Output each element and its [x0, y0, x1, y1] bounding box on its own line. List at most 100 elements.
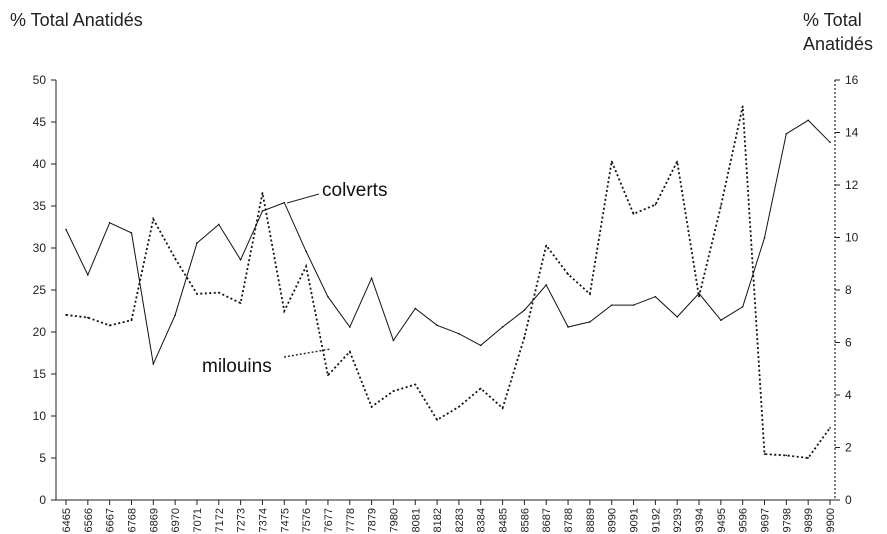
x-tick-label: 6667 [105, 508, 117, 532]
data-point-colverts [654, 295, 657, 298]
y-tick-label-left: 5 [39, 451, 46, 465]
data-point-colverts [829, 141, 831, 143]
x-tick-label: 6970 [170, 508, 182, 532]
data-point-colverts [261, 210, 264, 212]
data-point-colverts [436, 324, 438, 327]
data-point-milouins [589, 293, 591, 295]
x-tick-label: 9091 [629, 508, 641, 532]
data-point-colverts [763, 237, 766, 239]
x-tick-label: 8485 [498, 508, 510, 532]
y-tick-label-left: 25 [33, 283, 47, 297]
x-tick-label: 7273 [236, 508, 248, 532]
data-point-milouins [523, 336, 526, 339]
data-point-colverts [65, 228, 67, 231]
data-point-colverts [807, 119, 809, 122]
data-point-milouins [829, 427, 831, 429]
data-point-colverts [589, 321, 591, 323]
data-point-colverts [87, 274, 89, 276]
x-tick-label: 7879 [367, 508, 379, 532]
x-tick-label: 8586 [519, 508, 531, 532]
data-point-milouins [567, 273, 569, 276]
x-tick-label: 8687 [541, 508, 553, 532]
data-point-colverts [218, 223, 220, 226]
x-tick-label: 8283 [454, 508, 466, 532]
data-point-milouins [283, 310, 286, 312]
y-tick-label-left: 45 [33, 115, 47, 129]
data-point-colverts [327, 295, 329, 298]
data-point-colverts [458, 332, 460, 335]
colverts-leader-line [286, 193, 320, 204]
x-tick-label: 7677 [323, 508, 335, 532]
data-point-colverts [785, 132, 788, 135]
data-point-milouins [152, 218, 155, 220]
data-point-colverts [545, 284, 548, 286]
data-point-colverts [196, 242, 198, 244]
data-point-milouins [479, 387, 482, 390]
x-tick-label: 6869 [148, 508, 160, 532]
x-tick-label: 7374 [257, 508, 269, 532]
y-tick-label-left: 35 [33, 199, 47, 213]
data-point-milouins [65, 314, 67, 316]
data-point-milouins [741, 105, 744, 108]
y-tick-label-right: 2 [845, 441, 852, 455]
data-point-colverts [174, 314, 176, 317]
series-line-milouins [65, 106, 831, 459]
data-point-colverts [567, 326, 569, 328]
annotation-colverts: colverts [322, 180, 387, 201]
y-tick-label-right: 12 [845, 178, 859, 192]
y-tick-label-right: 14 [845, 126, 859, 140]
y-axis-label-left: % Total Anatidés [10, 8, 143, 32]
data-point-milouins [458, 406, 460, 408]
data-point-colverts [152, 363, 155, 365]
y-tick-label-left: 15 [33, 367, 47, 381]
x-tick-label: 9192 [650, 508, 662, 532]
y-tick-label-left: 50 [33, 73, 47, 87]
data-point-colverts [610, 304, 613, 306]
data-point-colverts [348, 326, 351, 328]
y-tick-label-right: 0 [845, 493, 852, 507]
x-tick-label: 9697 [760, 508, 772, 532]
x-tick-label: 8990 [607, 508, 619, 532]
data-point-colverts [479, 344, 482, 347]
axes: 0 5 10 15 20 25 30 35 40 45 50 0 2 4 6 8 10 12 14 16 6465 656… [33, 73, 859, 532]
data-point-milouins [108, 324, 111, 327]
x-tick-label: 8081 [410, 508, 422, 532]
data-point-milouins [239, 302, 242, 304]
annotation-milouins: milouins [202, 356, 272, 377]
data-point-milouins [174, 257, 176, 260]
data-point-milouins [414, 383, 417, 386]
data-point-milouins [785, 454, 788, 457]
x-tick-label: 9596 [738, 508, 750, 532]
y-tick-label-left: 40 [33, 157, 47, 171]
x-tick-label: 9293 [672, 508, 684, 532]
x-tick-label: 8889 [585, 508, 597, 532]
x-tick-label: 7071 [192, 508, 204, 532]
data-point-milouins [392, 390, 395, 392]
data-point-colverts [523, 309, 526, 311]
annotations: colverts milouins [202, 180, 387, 377]
data-point-colverts [741, 306, 744, 308]
y-tick-label-left: 0 [39, 493, 46, 507]
data-point-colverts [392, 339, 395, 342]
y-tick-label-right: 6 [845, 336, 852, 350]
data-point-colverts [632, 304, 635, 306]
x-tick-label: 7475 [279, 508, 291, 532]
x-tick-label: 6465 [61, 508, 73, 532]
x-tick-label: 9394 [694, 508, 706, 532]
x-tick-label: 9900 [825, 508, 837, 532]
y-tick-label-right: 4 [845, 388, 852, 402]
data-point-milouins [218, 291, 220, 294]
data-point-milouins [545, 244, 548, 247]
x-tick-label: 6768 [126, 508, 138, 532]
y-tick-label-right: 16 [845, 73, 859, 87]
data-point-milouins [654, 203, 657, 206]
data-point-milouins [720, 205, 722, 207]
x-tick-label: 7980 [388, 508, 400, 532]
data-point-milouins [348, 350, 351, 353]
data-point-milouins [305, 265, 307, 268]
data-point-milouins [676, 160, 678, 163]
data-point-milouins [370, 406, 373, 408]
data-point-colverts [676, 316, 678, 318]
x-tick-label: 9798 [781, 508, 793, 532]
y-axis-label-right: % Total Anatidés [803, 8, 887, 56]
